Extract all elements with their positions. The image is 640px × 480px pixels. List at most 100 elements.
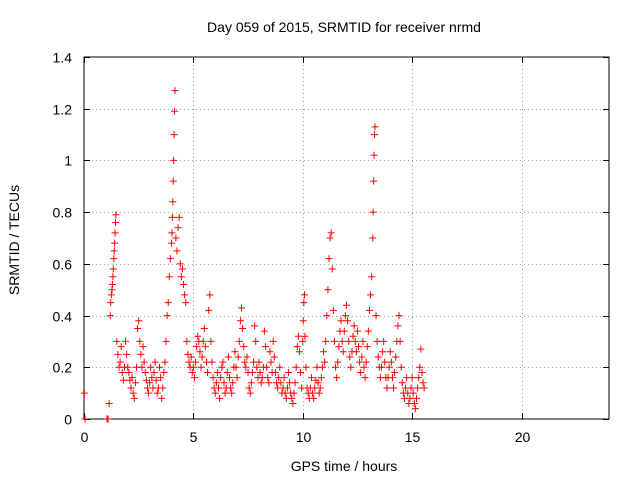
data-point: [215, 384, 223, 392]
data-point: [187, 353, 195, 361]
data-point: [364, 327, 372, 335]
grid-lines: [84, 57, 609, 419]
data-point: [106, 312, 114, 320]
data-point: [178, 265, 186, 273]
x-tick-label: 0: [81, 429, 89, 445]
data-point: [148, 374, 156, 382]
data-point: [265, 379, 273, 387]
data-point: [413, 394, 420, 402]
data-point: [119, 376, 127, 384]
data-point: [146, 379, 154, 387]
data-point: [107, 291, 115, 299]
y-tick-label: 1: [64, 153, 72, 169]
data-point: [168, 229, 176, 237]
data-point: [414, 384, 422, 392]
data-point: [358, 353, 366, 361]
data-point: [198, 353, 206, 361]
data-point: [182, 299, 190, 307]
data-point: [81, 415, 89, 423]
data-point: [359, 337, 367, 345]
data-point: [338, 337, 346, 345]
data-point: [155, 363, 163, 371]
data-point: [150, 368, 158, 376]
y-axis-label: SRMTID / TECUs: [6, 185, 22, 295]
x-tick-label: 15: [405, 429, 421, 445]
data-point: [388, 374, 396, 382]
data-point: [164, 299, 172, 307]
data-point: [370, 177, 378, 185]
data-point: [300, 299, 308, 307]
x-axis-label: GPS time / hours: [291, 458, 398, 474]
data-point: [294, 332, 302, 340]
data-point: [220, 379, 228, 387]
data-point: [238, 304, 245, 312]
data-point: [266, 348, 274, 356]
data-point: [211, 389, 219, 397]
data-point: [323, 312, 331, 320]
data-point: [180, 281, 188, 289]
data-point: [216, 394, 224, 402]
data-point: [171, 87, 179, 95]
data-point: [205, 306, 213, 314]
x-tick-label: 10: [296, 429, 312, 445]
data-point: [247, 379, 255, 387]
data-point: [140, 358, 148, 366]
data-point: [327, 229, 335, 237]
data-point: [165, 273, 173, 281]
data-point: [107, 299, 115, 307]
data-point: [170, 156, 178, 164]
data-point: [407, 384, 415, 392]
data-point: [118, 368, 126, 376]
data-point: [341, 312, 349, 320]
data-point: [194, 332, 202, 340]
data-point: [221, 389, 229, 397]
data-point: [136, 337, 144, 345]
data-points: [80, 87, 428, 423]
data-point: [381, 358, 389, 366]
data-point: [320, 348, 328, 356]
data-point: [239, 325, 247, 332]
data-point: [362, 358, 370, 366]
data-point: [263, 363, 271, 371]
data-point: [361, 374, 369, 382]
data-point: [394, 322, 402, 330]
data-point: [227, 384, 235, 392]
data-point: [223, 368, 231, 376]
data-point: [344, 317, 352, 325]
data-point: [328, 265, 336, 273]
data-point: [314, 379, 322, 387]
data-point: [372, 312, 380, 320]
data-point: [267, 358, 275, 366]
data-point: [371, 123, 379, 131]
data-point: [419, 379, 427, 387]
data-point: [417, 345, 425, 353]
data-point: [332, 363, 340, 371]
data-point: [152, 376, 160, 384]
data-point: [418, 368, 426, 376]
data-point: [147, 363, 155, 371]
data-point: [270, 353, 278, 361]
data-point: [398, 379, 406, 387]
y-tick-label: 1.2: [53, 102, 73, 118]
data-point: [104, 415, 112, 423]
data-point: [190, 374, 198, 382]
data-point: [122, 337, 130, 345]
data-point: [373, 337, 381, 345]
data-point: [255, 358, 263, 366]
data-point: [395, 312, 403, 320]
data-point: [283, 384, 291, 392]
data-point: [172, 234, 180, 242]
data-point: [245, 384, 253, 392]
data-point: [378, 363, 385, 371]
data-point: [256, 368, 264, 376]
data-point: [374, 353, 382, 361]
data-point: [109, 273, 117, 281]
data-point: [339, 348, 347, 356]
data-point: [280, 374, 288, 382]
data-point: [252, 337, 260, 345]
data-point: [350, 322, 358, 330]
data-point: [392, 353, 400, 361]
data-point: [291, 379, 299, 387]
data-point: [355, 343, 363, 351]
data-point: [113, 337, 121, 345]
